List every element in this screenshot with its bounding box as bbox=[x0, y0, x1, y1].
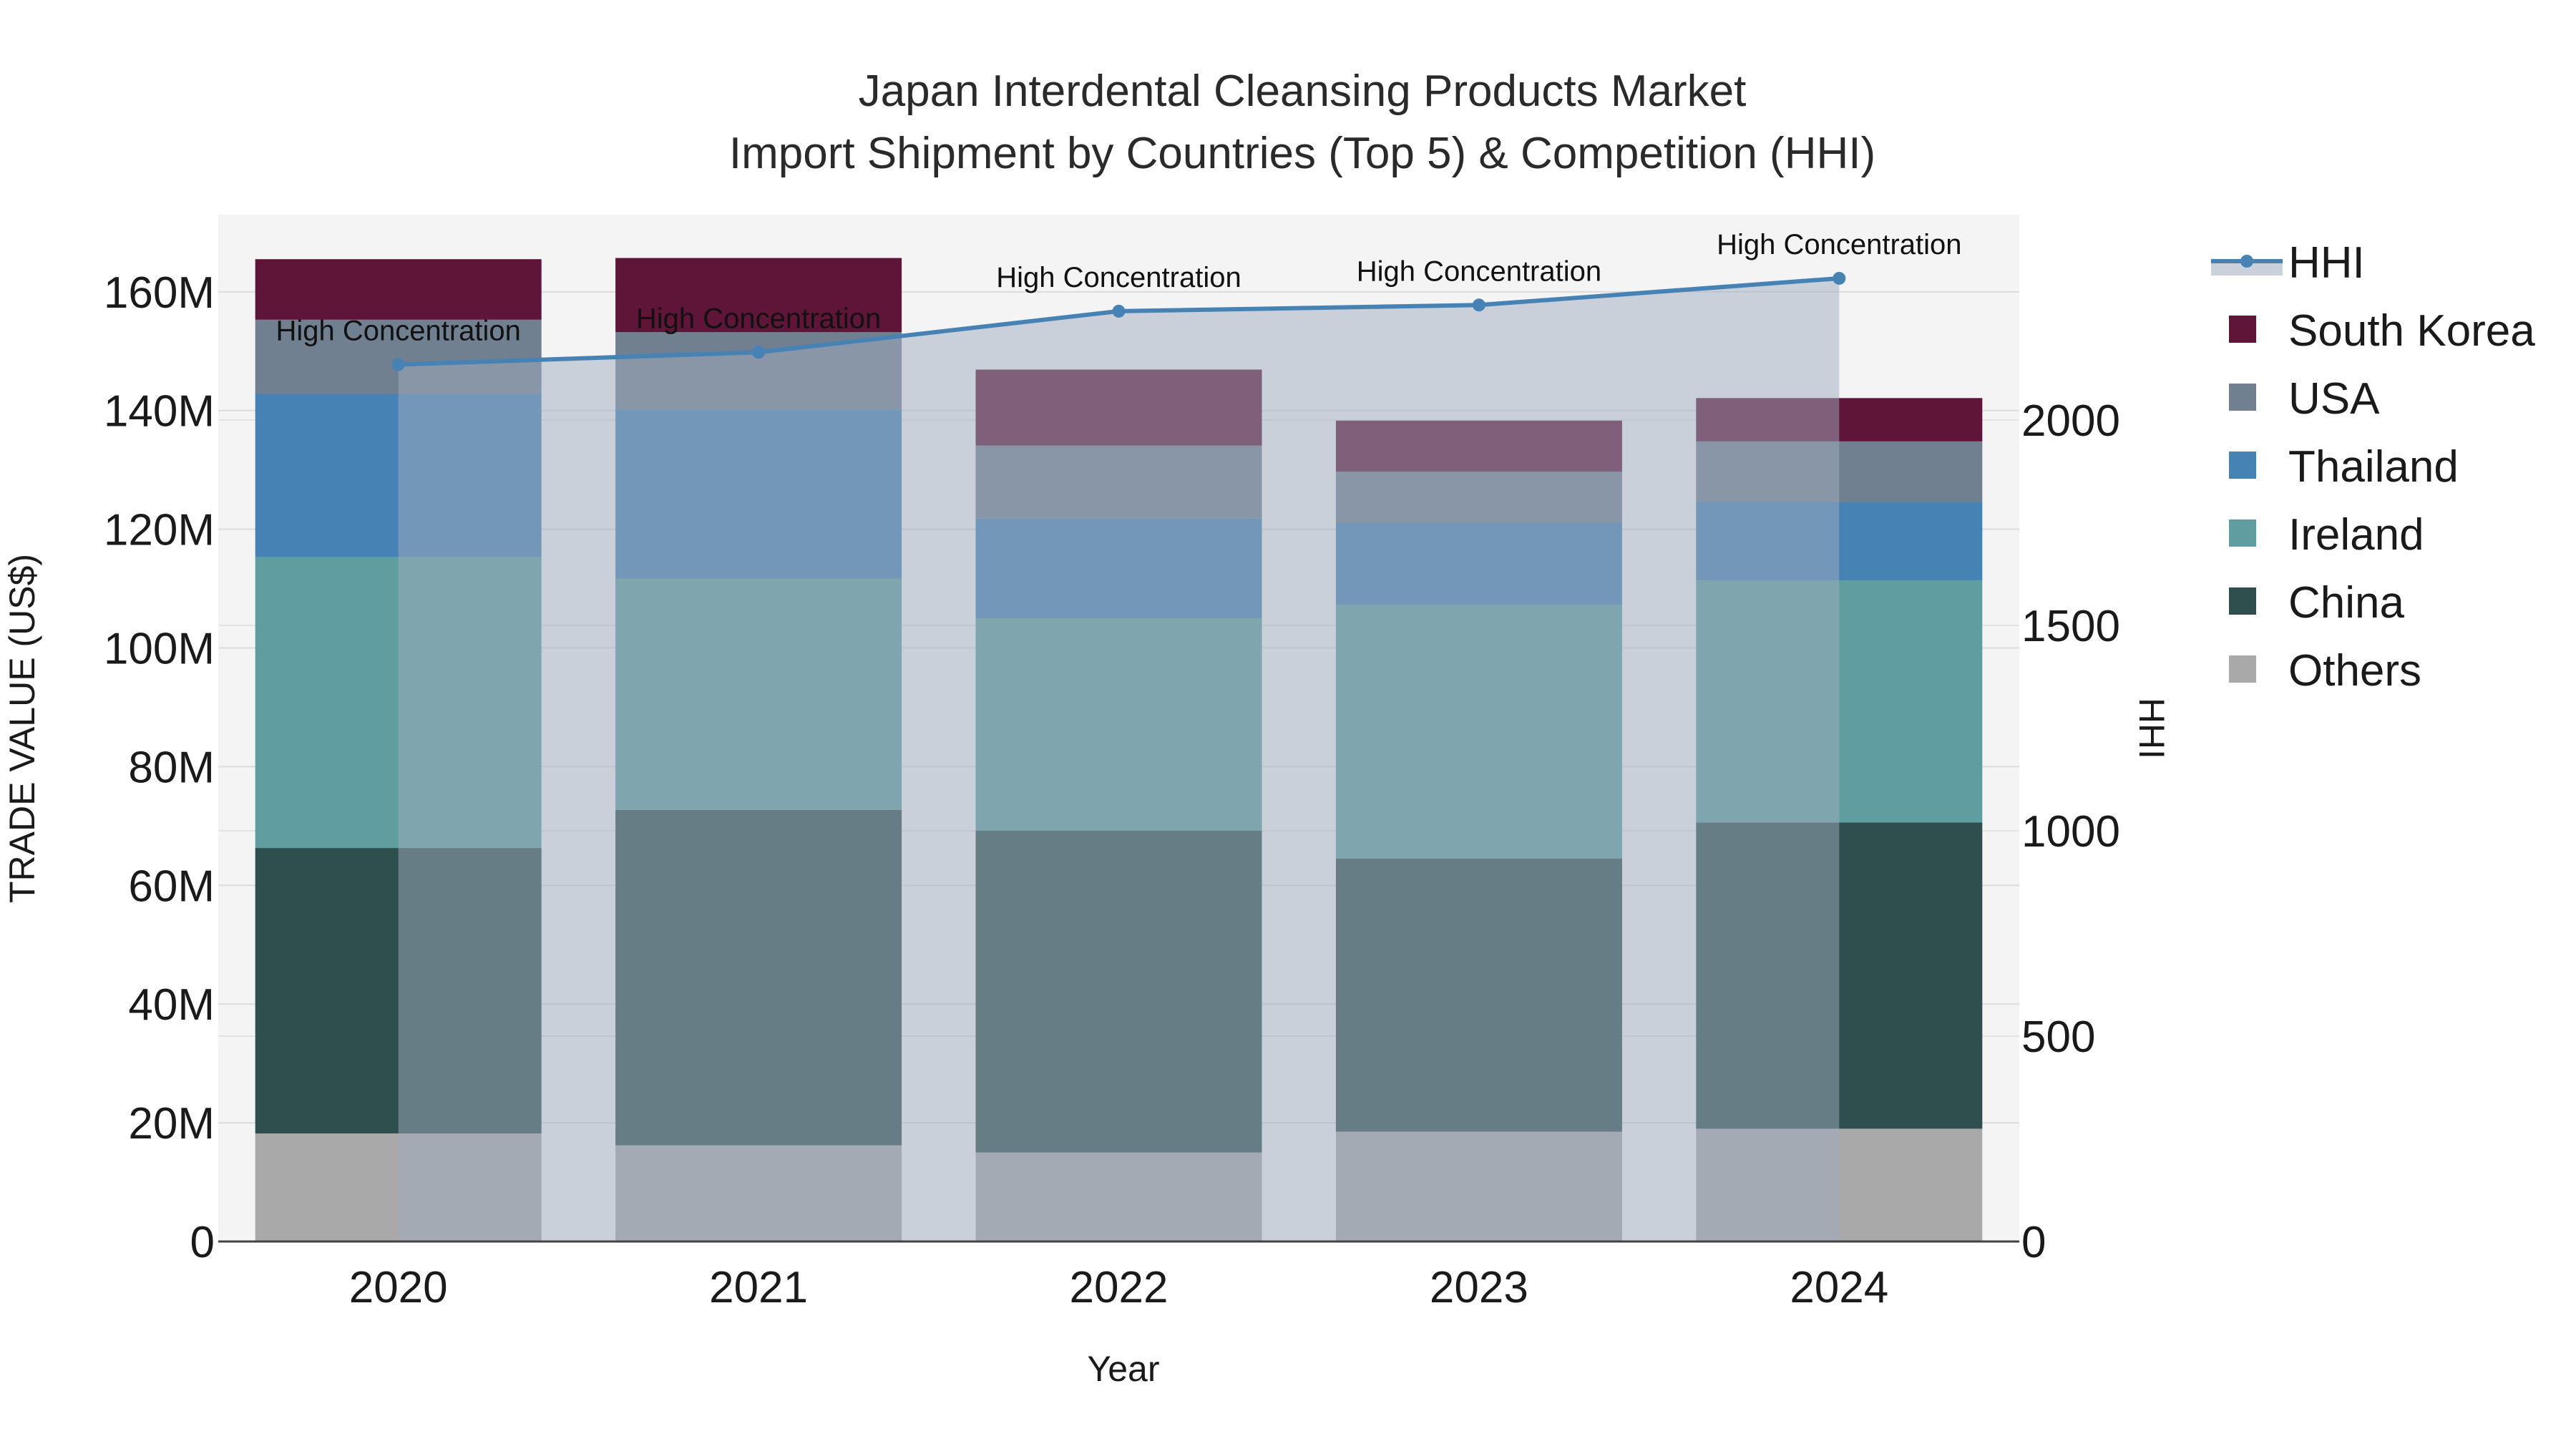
x-axis-title: Year bbox=[1087, 1349, 1159, 1389]
y2-tick-label-500: 500 bbox=[2021, 1013, 2095, 1062]
chart-title-line2: Import Shipment by Countries (Top 5) & C… bbox=[729, 129, 1875, 178]
legend-label-hhi: HHI bbox=[2288, 238, 2365, 288]
bar-south-korea-2021 bbox=[615, 258, 902, 333]
hhi-point-2021 bbox=[752, 346, 766, 359]
legend-label-ireland: Ireland bbox=[2288, 510, 2424, 560]
legend-label-usa: USA bbox=[2288, 374, 2380, 424]
y-tick-label-20M: 20M bbox=[128, 1099, 215, 1148]
legend: HHI South Korea USA Thailand Ireland China Oth… bbox=[2211, 238, 2535, 696]
y-axis-title: TRADE VALUE (US$) bbox=[2, 554, 42, 903]
x-tick-label-2024: 2024 bbox=[1790, 1263, 1888, 1312]
legend-swatch-others bbox=[2229, 655, 2256, 683]
legend-swatch-south-korea bbox=[2229, 316, 2256, 343]
y-tick-label-40M: 40M bbox=[128, 980, 215, 1030]
hhi-annotation-2022: High Concentration bbox=[996, 262, 1241, 293]
legend-label-others: Others bbox=[2288, 646, 2421, 696]
y-tick-label-0: 0 bbox=[190, 1218, 215, 1267]
x-tick-label-2023: 2023 bbox=[1430, 1263, 1528, 1312]
y-tick-label-120M: 120M bbox=[104, 506, 215, 555]
legend-swatch-hhi-area bbox=[2211, 261, 2283, 275]
hhi-point-2024 bbox=[1833, 271, 1846, 285]
y-tick-label-100M: 100M bbox=[104, 625, 215, 674]
legend-swatch-usa bbox=[2229, 384, 2256, 411]
bar-south-korea-2020 bbox=[255, 259, 542, 320]
y-tick-label-160M: 160M bbox=[104, 268, 215, 318]
hhi-line bbox=[391, 271, 1846, 371]
y-tick-label-60M: 60M bbox=[128, 862, 215, 911]
legend-label-south-korea: South Korea bbox=[2288, 306, 2535, 356]
y2-tick-label-1000: 1000 bbox=[2021, 807, 2120, 857]
y2-tick-label-0: 0 bbox=[2021, 1218, 2046, 1267]
legend-label-thailand: Thailand bbox=[2288, 442, 2459, 492]
hhi-annotation-2020: High Concentration bbox=[275, 316, 520, 347]
y2-axis-title: HHI bbox=[2132, 698, 2172, 759]
hhi-annotation-2023: High Concentration bbox=[1357, 255, 1601, 287]
x-tick-label-2022: 2022 bbox=[1070, 1263, 1169, 1312]
hhi-area bbox=[398, 278, 1840, 1242]
hhi-annotations: High Concentration High Concentration High… bbox=[275, 229, 1961, 347]
y-tick-label-140M: 140M bbox=[104, 387, 215, 436]
y2-tick-label-1500: 1500 bbox=[2021, 602, 2120, 651]
hhi-point-2020 bbox=[391, 358, 405, 371]
hhi-point-2022 bbox=[1112, 304, 1126, 318]
hhi-point-2023 bbox=[1472, 298, 1485, 312]
legend-swatch-china bbox=[2229, 587, 2256, 615]
x-tick-label-2021: 2021 bbox=[709, 1263, 808, 1312]
hhi-annotation-2024: High Concentration bbox=[1717, 229, 1961, 260]
legend-label-china: China bbox=[2288, 578, 2405, 628]
y2-tick-label-2000: 2000 bbox=[2021, 396, 2120, 446]
legend-swatch-ireland bbox=[2229, 519, 2256, 547]
x-tick-label-2020: 2020 bbox=[349, 1263, 448, 1312]
hhi-annotation-2021: High Concentration bbox=[636, 303, 881, 334]
y-tick-label-80M: 80M bbox=[128, 743, 215, 792]
chart-title-line1: Japan Interdental Cleansing Products Mar… bbox=[859, 67, 1747, 116]
legend-swatch-hhi-marker bbox=[2240, 255, 2253, 268]
legend-swatch-thailand bbox=[2229, 452, 2256, 479]
